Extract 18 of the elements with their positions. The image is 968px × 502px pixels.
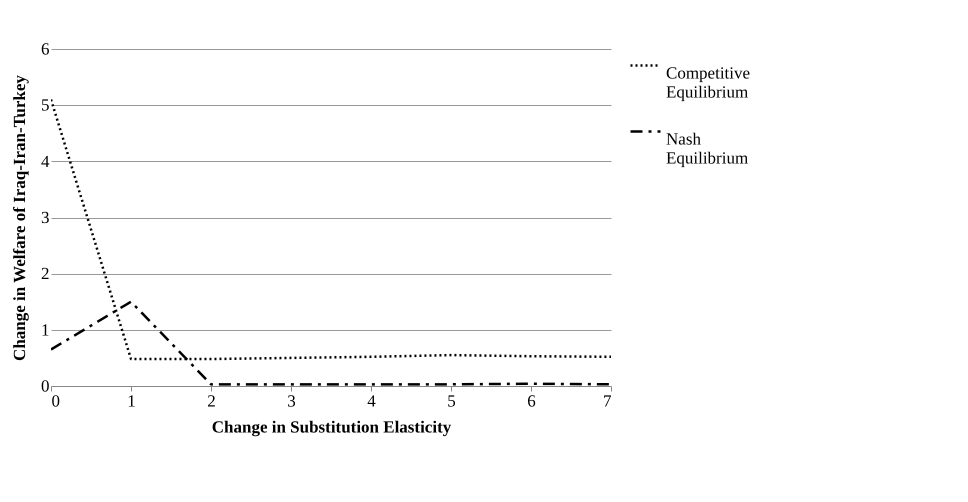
x-tick-label: 5 bbox=[447, 392, 456, 410]
x-tick-label: 3 bbox=[287, 392, 296, 410]
y-tick-label: 0 bbox=[41, 376, 50, 396]
y-tick-label: 1 bbox=[41, 320, 50, 340]
x-tick-label: 6 bbox=[527, 392, 536, 410]
legend-label: Nash Equilibrium bbox=[666, 130, 748, 168]
y-tick-label: 4 bbox=[41, 152, 50, 171]
legend-label: Competitive Equilibrium bbox=[666, 64, 750, 102]
x-tick-label: 2 bbox=[207, 392, 216, 410]
y-tick-label: 5 bbox=[41, 96, 50, 115]
x-tick-label: 7 bbox=[603, 392, 612, 410]
x-tick-label: 4 bbox=[367, 392, 376, 410]
y-tick-label: 6 bbox=[41, 40, 50, 58]
x-tick-label: 1 bbox=[127, 392, 136, 410]
y-tick-label: 2 bbox=[41, 264, 50, 284]
y-axis-title: Change in Welfare of Iraq-Iran-Turkey bbox=[10, 74, 29, 361]
x-axis-title: Change in Substitution Elasticity bbox=[212, 418, 452, 436]
y-tick-label: 3 bbox=[41, 208, 50, 227]
